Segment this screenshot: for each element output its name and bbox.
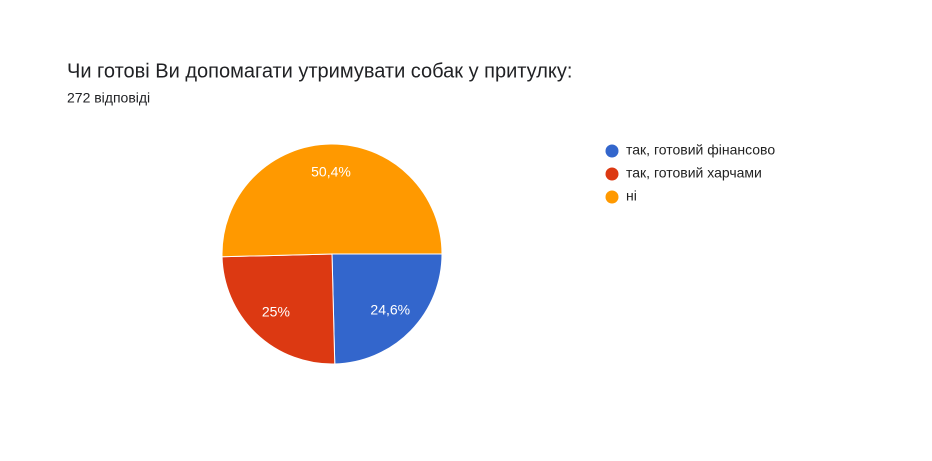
pie-slice	[221, 143, 443, 258]
data-label: 50,4%	[311, 163, 351, 179]
legend-label: так, готовий харчами	[626, 165, 762, 181]
data-label: 25%	[262, 304, 290, 320]
legend-label: так, готовий фінансово	[626, 142, 775, 158]
chart-subtitle: 272 відповіді	[67, 90, 150, 106]
legend-swatch	[605, 144, 619, 158]
pie-slice	[221, 253, 336, 365]
legend-label: ні	[626, 188, 637, 204]
chart-title: Чи готові Ви допомагати утримувати собак…	[67, 60, 572, 82]
legend-swatch	[605, 190, 619, 204]
legend-swatch	[605, 167, 619, 181]
pie-slice	[331, 253, 443, 365]
data-label: 24,6%	[370, 302, 410, 318]
